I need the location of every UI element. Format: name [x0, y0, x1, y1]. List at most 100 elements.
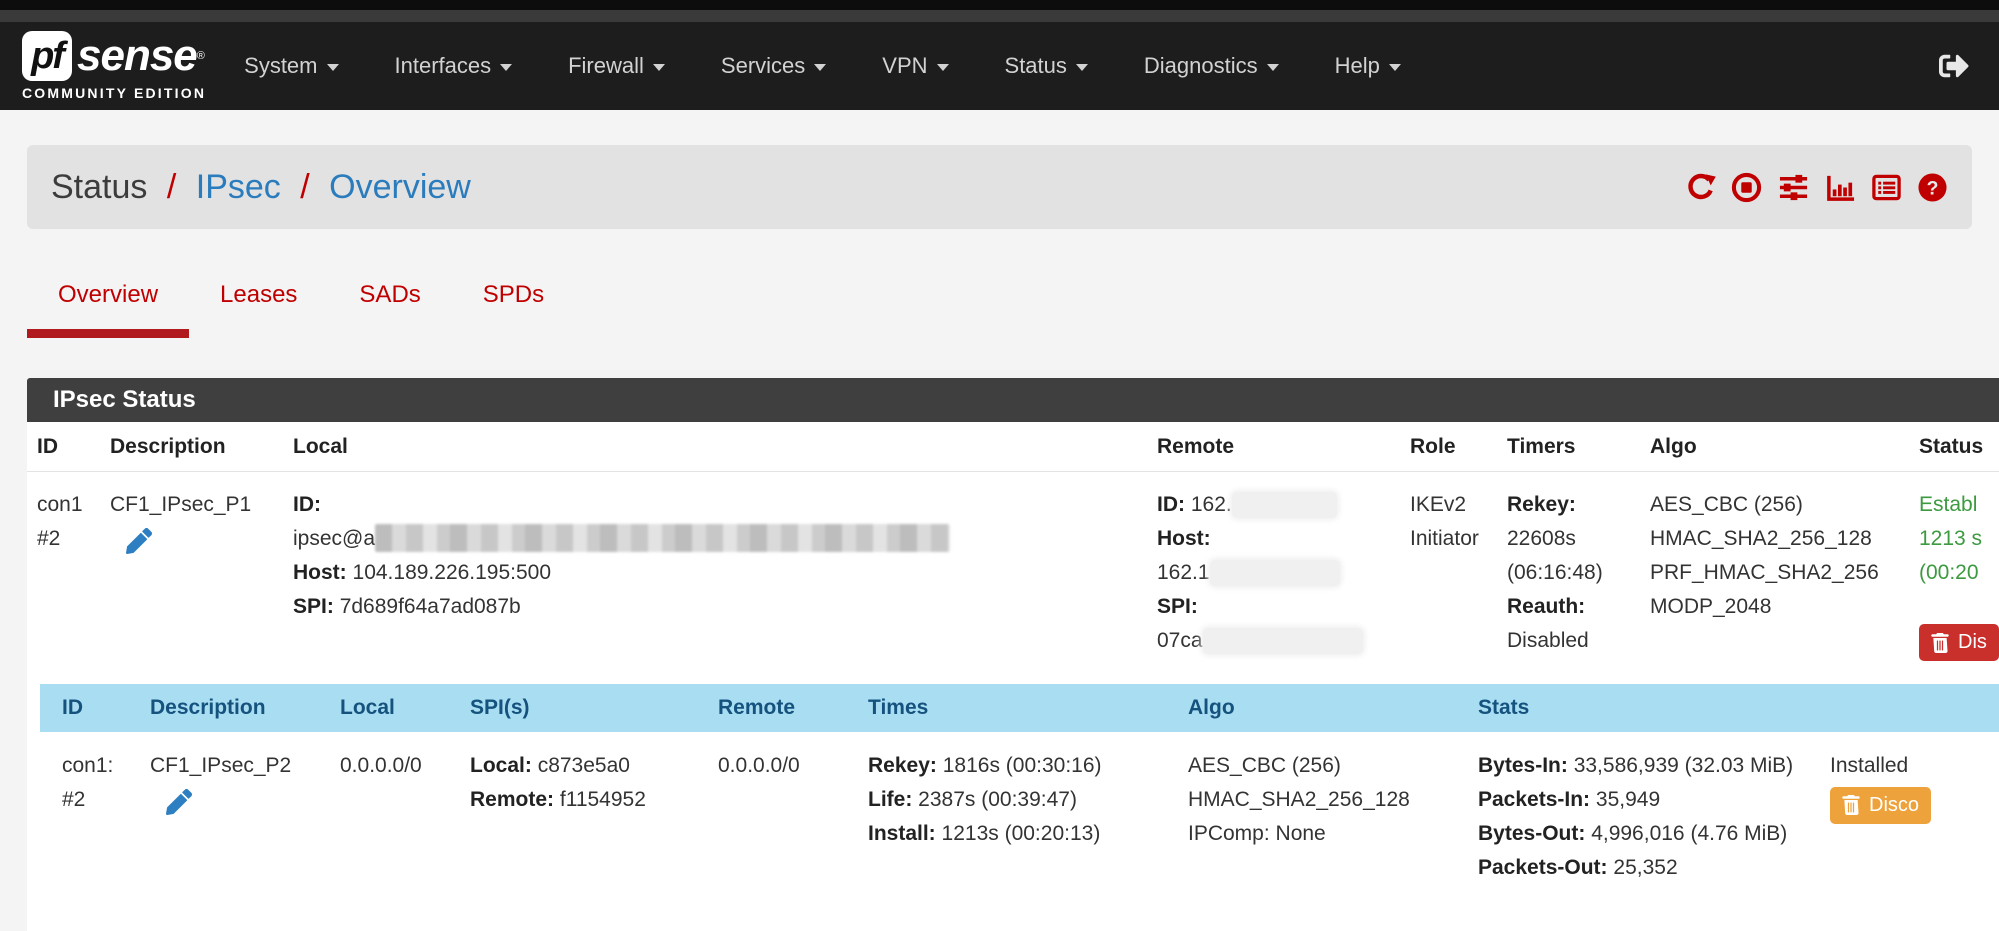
col-header-role: Role [1400, 422, 1497, 472]
cell-algo: AES_CBC (256) HMAC_SHA2_256_128 IPComp: … [1188, 753, 1410, 845]
disconnect-button[interactable]: Disco [1830, 786, 1932, 824]
cell-remote: 0.0.0.0/0 [718, 753, 800, 777]
cell-description: CF1_IPsec_P1 [100, 472, 283, 674]
col-header-spis: SPI(s) [460, 683, 708, 732]
menu-item-system[interactable]: System [244, 53, 339, 79]
registered-mark: ® [196, 50, 205, 62]
tab-leases[interactable]: Leases [220, 281, 298, 308]
breadcrumb-separator: / [166, 167, 177, 206]
svg-text:?: ? [1927, 177, 1939, 199]
help-icon[interactable]: ? [1917, 172, 1948, 203]
main-menu: System Interfaces Firewall Services VPN … [244, 53, 1457, 79]
edit-pencil-icon[interactable] [126, 528, 152, 565]
menu-label: VPN [882, 53, 928, 78]
col-header-description: Description [140, 683, 330, 732]
col-header-remote: Remote [708, 683, 858, 732]
panel-title: IPsec Status [27, 378, 1999, 422]
logo-tagline: COMMUNITY EDITION [22, 85, 207, 101]
cell-spis: Local: c873e5a0 Remote: f1154952 [470, 753, 646, 811]
phase2-table-wrapper: ID Description Local SPI(s) Remote Times… [27, 683, 1999, 897]
edit-pencil-icon[interactable] [166, 788, 192, 826]
breadcrumb-link-ipsec[interactable]: IPsec [195, 167, 281, 206]
logo-sense-text: sense [77, 31, 198, 80]
cell-local: ID: ipsec@a Host: 104.189.226.195:500 SP… [283, 472, 1147, 674]
breadcrumb-link-overview[interactable]: Overview [329, 167, 471, 206]
col-header-local: Local [330, 683, 460, 732]
menu-item-vpn[interactable]: VPN [882, 53, 949, 79]
ipsec-phase1-table: ID Description Local Remote Role Timers … [27, 422, 1999, 674]
chevron-down-icon [652, 64, 665, 71]
col-header-algo: Algo [1178, 683, 1468, 732]
pfsense-logo[interactable]: pf sense ® COMMUNITY EDITION [22, 31, 206, 101]
status-installed-text: Installed [1830, 753, 1909, 777]
pf-logo-box: pf [22, 31, 72, 81]
menu-item-diagnostics[interactable]: Diagnostics [1144, 53, 1279, 79]
col-header-timers: Timers [1497, 422, 1640, 472]
cell-remote: ID: 162. Host: 162.1 SPI: 07ca [1147, 472, 1400, 674]
window-top-strip [0, 0, 1999, 10]
menu-label: Diagnostics [1143, 53, 1258, 78]
menu-item-services[interactable]: Services [720, 53, 827, 79]
cell-local: 0.0.0.0/0 [340, 753, 422, 777]
ipsec-status-panel: IPsec Status ID Description Local Remote… [27, 378, 1999, 931]
chevron-down-icon [814, 64, 827, 71]
cell-algo: AES_CBC (256) HMAC_SHA2_256_128 PRF_HMAC… [1650, 493, 1879, 618]
breadcrumb-panel: Status / IPsec / Overview ? [27, 145, 1972, 229]
sliders-icon[interactable] [1777, 172, 1810, 203]
cell-id: con1 #2 [37, 493, 83, 550]
breadcrumb: Status / IPsec / Overview [51, 168, 471, 207]
panel-body: ID Description Local Remote Role Timers … [27, 422, 1999, 931]
cell-id: con1: #2 [62, 753, 114, 811]
table-row: con1: #2 CF1_IPsec_P2 0.0.0.0/0 [40, 732, 1999, 897]
col-header-remote: Remote [1147, 422, 1400, 472]
menu-item-firewall[interactable]: Firewall [568, 53, 665, 79]
redacted-block [375, 524, 951, 552]
refresh-icon[interactable] [1685, 172, 1716, 203]
stop-icon[interactable] [1731, 172, 1762, 203]
col-header-id: ID [40, 683, 140, 732]
col-header-blank [1820, 683, 1999, 732]
page-action-icons: ? [1685, 172, 1948, 203]
redacted-block [1209, 560, 1340, 586]
tab-sads[interactable]: SADs [359, 281, 421, 308]
menu-item-status[interactable]: Status [1005, 53, 1088, 79]
table-row: con1 #2 CF1_IPsec_P1 ID: ipsec@a [27, 472, 1999, 674]
col-header-times: Times [858, 683, 1178, 732]
col-header-local: Local [283, 422, 1147, 472]
col-header-description: Description [100, 422, 283, 472]
menu-label: Services [720, 53, 806, 78]
breadcrumb-separator: / [300, 167, 310, 206]
chevron-down-icon [500, 64, 513, 71]
col-header-status: Status [1909, 422, 1999, 472]
disconnect-button[interactable]: Dis [1919, 624, 1999, 661]
tab-overview[interactable]: Overview [27, 269, 190, 338]
menu-label: Firewall [568, 53, 644, 78]
chevron-down-icon [1388, 64, 1401, 71]
chevron-down-icon [1266, 64, 1279, 71]
col-header-stats: Stats [1468, 683, 1820, 732]
sign-out-icon[interactable] [1939, 51, 1969, 81]
cell-role: IKEv2 Initiator [1410, 493, 1479, 550]
chevron-down-icon [1075, 64, 1088, 71]
cell-stats: Bytes-In: 33,586,939 (32.03 MiB) Packets… [1478, 753, 1794, 879]
menu-label: Help [1334, 53, 1380, 78]
tab-spds[interactable]: SPDs [482, 281, 545, 308]
status-established-text: Establ [1919, 493, 1978, 516]
col-header-algo: Algo [1640, 422, 1909, 472]
tab-bar: Overview Leases SADs SPDs [27, 269, 1972, 338]
window-chrome-strip [0, 10, 1999, 22]
menu-item-interfaces[interactable]: Interfaces [395, 53, 513, 79]
list-icon[interactable] [1871, 172, 1902, 203]
menu-item-help[interactable]: Help [1335, 53, 1401, 79]
top-navbar: pf sense ® COMMUNITY EDITION System Inte… [0, 22, 1999, 110]
menu-label: Interfaces [394, 53, 492, 78]
cell-status: Establ 1213 s (00:20 Dis [1909, 472, 1999, 674]
cell-description: CF1_IPsec_P2 [140, 732, 330, 897]
bar-chart-icon[interactable] [1825, 172, 1856, 203]
menu-label: System [244, 53, 318, 78]
chevron-down-icon [326, 64, 339, 71]
chevron-down-icon [936, 64, 949, 71]
cell-times: Rekey: 1816s (00:30:16) Life: 2387s (00:… [868, 753, 1102, 845]
breadcrumb-root: Status [51, 167, 148, 206]
